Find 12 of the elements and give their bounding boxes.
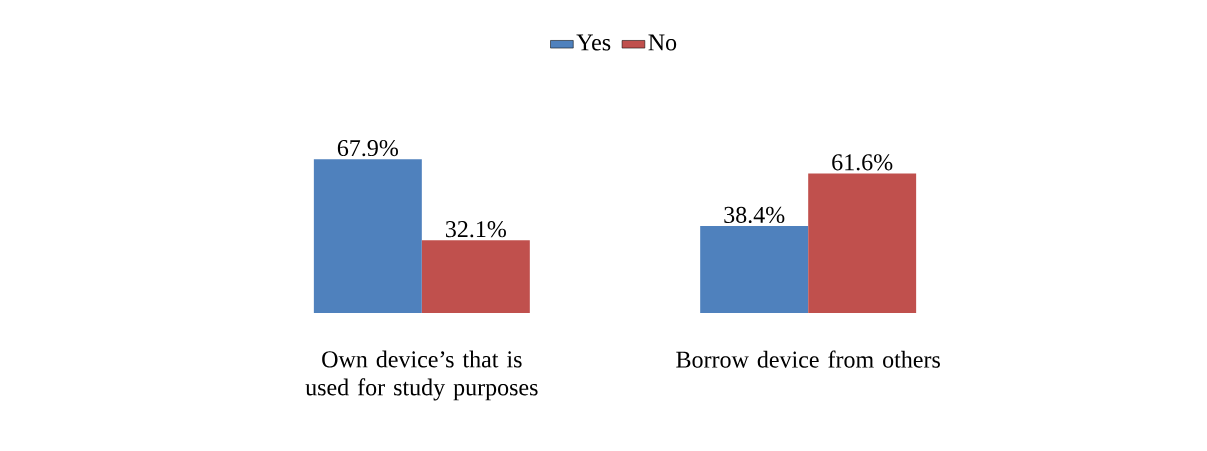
data-label: 67.9% — [337, 139, 398, 157]
data-label: 61.6% — [832, 154, 893, 171]
x-tick-label: Borrow device from others — [676, 350, 940, 368]
x-tick-label: Own device’s that is used for study purposes — [305, 350, 538, 401]
bar — [808, 173, 917, 313]
bar — [421, 240, 530, 313]
legend-label: No — [648, 34, 677, 51]
legend-label: Yes — [576, 34, 611, 51]
data-label: 38.4% — [724, 206, 785, 224]
data-label: 32.1% — [445, 221, 506, 238]
bar — [313, 159, 422, 313]
bar — [700, 225, 809, 313]
